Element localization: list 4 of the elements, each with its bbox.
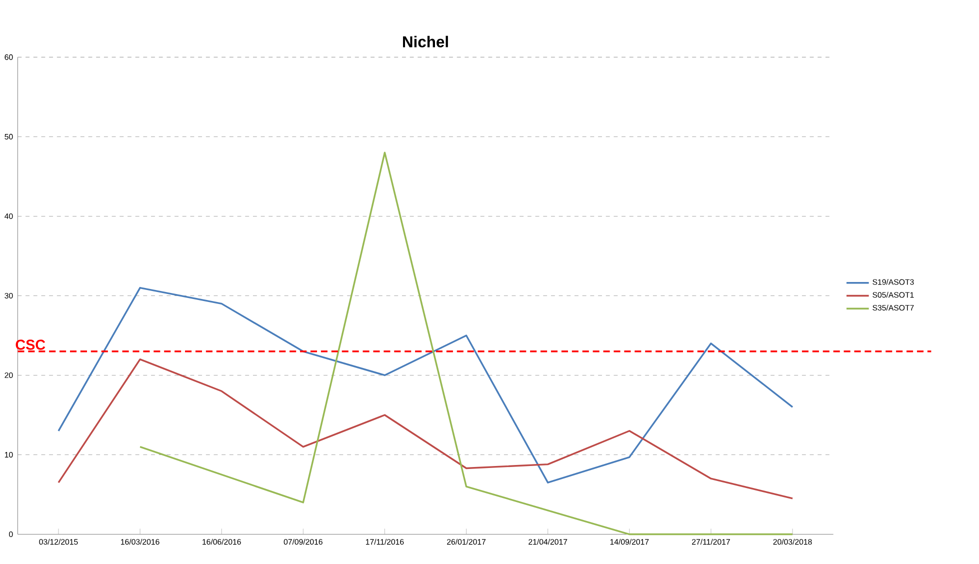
- line-series: [58, 358, 794, 500]
- line-series: [58, 287, 794, 484]
- ref-line-label: CSC: [16, 340, 46, 350]
- chart-title: Nichel: [403, 36, 448, 48]
